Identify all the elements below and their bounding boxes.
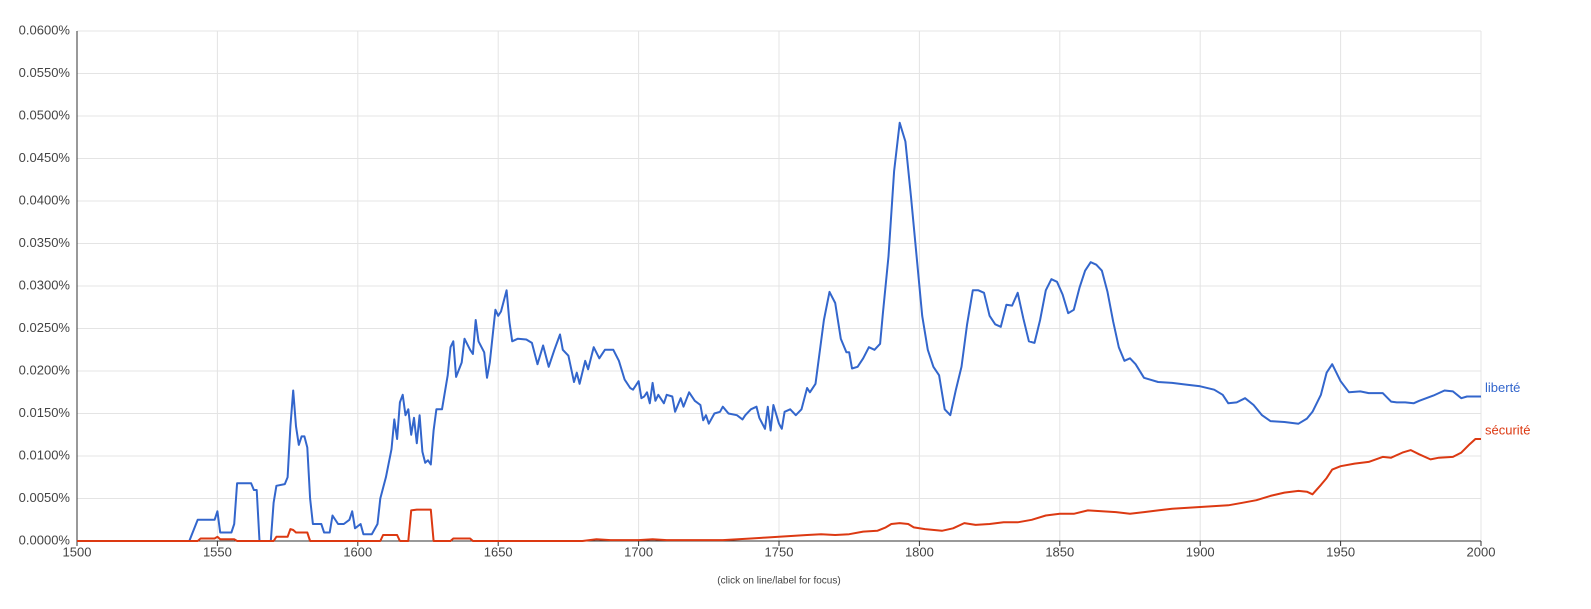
series-line[interactable] <box>77 438 1481 542</box>
x-tick-label: 1850 <box>1045 544 1074 559</box>
y-tick-label: 0.0150% <box>19 405 71 420</box>
x-tick-label: 1550 <box>203 544 232 559</box>
y-tick-label: 0.0000% <box>19 532 71 547</box>
y-tick-label: 0.0500% <box>19 107 71 122</box>
y-tick-label: 0.0600% <box>19 22 71 37</box>
y-tick-label: 0.0550% <box>19 65 71 80</box>
x-tick-label: 1900 <box>1186 544 1215 559</box>
x-tick-label: 1950 <box>1326 544 1355 559</box>
x-tick-label: 1750 <box>765 544 794 559</box>
series-label[interactable]: sécurité <box>1485 422 1531 437</box>
x-tick-label: 1650 <box>484 544 513 559</box>
y-tick-label: 0.0400% <box>19 192 71 207</box>
y-tick-label: 0.0350% <box>19 235 71 250</box>
x-tick-label: 1800 <box>905 544 934 559</box>
x-tick-label: 2000 <box>1467 544 1496 559</box>
series-line[interactable] <box>77 121 1481 542</box>
y-tick-label: 0.0450% <box>19 150 71 165</box>
series-label[interactable]: liberté <box>1485 380 1520 395</box>
y-tick-label: 0.0050% <box>19 490 71 505</box>
x-tick-label: 1500 <box>63 544 92 559</box>
y-tick-label: 0.0100% <box>19 447 71 462</box>
y-tick-label: 0.0200% <box>19 362 71 377</box>
y-tick-label: 0.0250% <box>19 320 71 335</box>
annotation: (click on line/label for focus) <box>717 576 840 587</box>
y-tick-label: 0.0300% <box>19 277 71 292</box>
x-tick-label: 1700 <box>624 544 653 559</box>
x-tick-label: 1600 <box>343 544 372 559</box>
